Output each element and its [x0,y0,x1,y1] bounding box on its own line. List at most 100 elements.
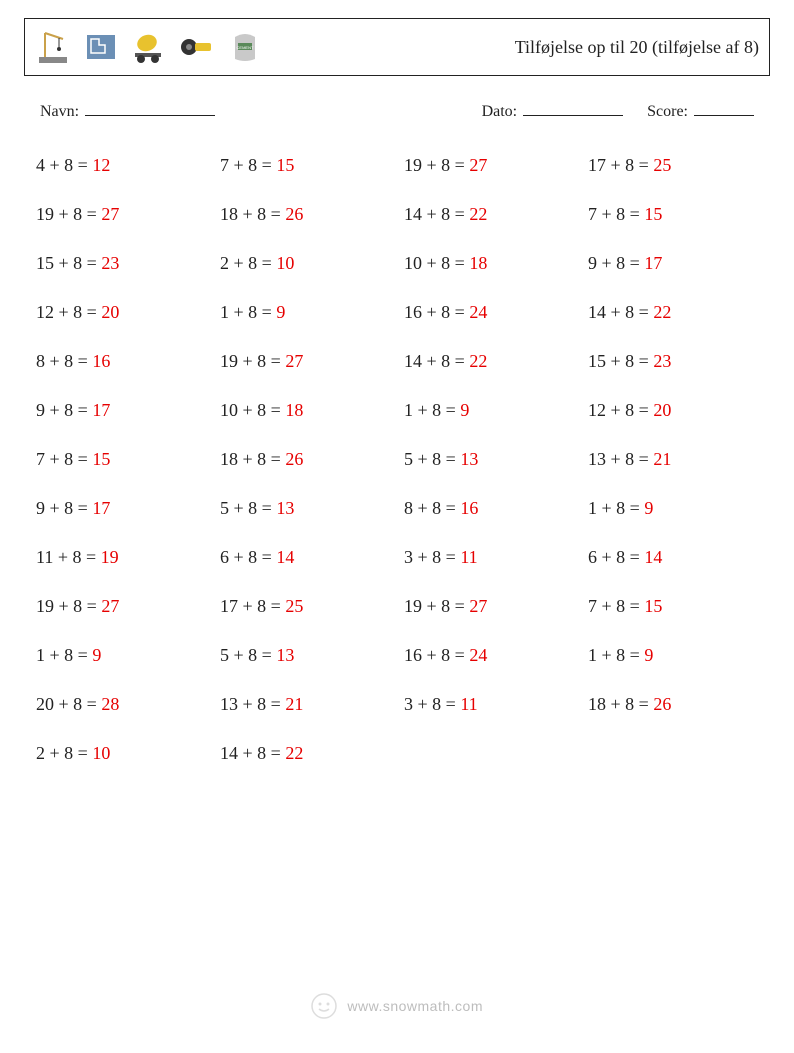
problem-cell: 12 + 8 = 20 [588,386,766,435]
score-label: Score: [647,103,688,121]
problem-answer: 11 [460,547,477,567]
problem-expression: 10 + 8 = [220,400,285,420]
problem-answer: 15 [276,155,294,175]
footer-text: www.snowmath.com [347,998,483,1014]
problem-cell: 7 + 8 = 15 [36,435,214,484]
problem-answer: 21 [285,694,303,714]
problem-expression: 3 + 8 = [404,694,460,714]
problem-expression: 9 + 8 = [588,253,644,273]
problem-answer: 20 [653,400,671,420]
problems-grid: 4 + 8 = 127 + 8 = 1519 + 8 = 2717 + 8 = … [36,141,766,778]
problem-cell: 6 + 8 = 14 [588,533,766,582]
problem-expression: 7 + 8 = [588,596,644,616]
problem-cell: 19 + 8 = 27 [220,337,398,386]
problem-answer: 23 [101,253,119,273]
problem-expression: 19 + 8 = [36,596,101,616]
problem-expression: 17 + 8 = [220,596,285,616]
date-label: Dato: [482,103,518,121]
problem-expression: 14 + 8 = [404,351,469,371]
problem-expression: 17 + 8 = [588,155,653,175]
problem-answer: 22 [469,351,487,371]
problem-cell: 16 + 8 = 24 [404,631,582,680]
problem-expression: 13 + 8 = [220,694,285,714]
problem-cell: 1 + 8 = 9 [588,484,766,533]
problem-cell: 14 + 8 = 22 [404,337,582,386]
problem-cell: 3 + 8 = 11 [404,533,582,582]
problem-expression: 1 + 8 = [404,400,460,420]
problem-cell: 6 + 8 = 14 [220,533,398,582]
problem-expression: 16 + 8 = [404,302,469,322]
meta-row: Navn: Dato: Score: [40,102,754,121]
footer-logo-icon [311,993,337,1019]
problem-expression: 12 + 8 = [588,400,653,420]
problem-answer: 15 [644,596,662,616]
problem-cell: 18 + 8 = 26 [220,190,398,239]
name-blank [85,102,215,116]
problem-expression: 19 + 8 = [36,204,101,224]
problem-cell: 11 + 8 = 19 [36,533,214,582]
problem-expression: 16 + 8 = [404,645,469,665]
problem-answer: 26 [285,449,303,469]
problem-answer: 26 [653,694,671,714]
problem-cell: 19 + 8 = 27 [404,141,582,190]
problem-cell: 13 + 8 = 21 [588,435,766,484]
problem-cell: 1 + 8 = 9 [588,631,766,680]
problem-cell: 1 + 8 = 9 [36,631,214,680]
problem-expression: 5 + 8 = [220,498,276,518]
problem-expression: 18 + 8 = [220,204,285,224]
problem-expression: 15 + 8 = [36,253,101,273]
problem-cell: 12 + 8 = 20 [36,288,214,337]
problem-expression: 15 + 8 = [588,351,653,371]
problem-expression: 7 + 8 = [220,155,276,175]
crane-icon [35,29,71,65]
problem-answer: 12 [92,155,110,175]
problem-cell: 10 + 8 = 18 [404,239,582,288]
problem-cell: 9 + 8 = 17 [36,386,214,435]
problem-expression: 5 + 8 = [220,645,276,665]
problem-answer: 18 [469,253,487,273]
problem-expression: 19 + 8 = [220,351,285,371]
problem-cell: 15 + 8 = 23 [36,239,214,288]
problem-cell: 7 + 8 = 15 [588,582,766,631]
problem-answer: 16 [92,351,110,371]
name-label: Navn: [40,103,79,121]
problem-expression: 13 + 8 = [588,449,653,469]
problem-answer: 27 [469,155,487,175]
problem-cell: 2 + 8 = 10 [36,729,214,778]
problem-answer: 21 [653,449,671,469]
problem-answer: 27 [101,596,119,616]
problem-expression: 14 + 8 = [404,204,469,224]
problem-expression: 9 + 8 = [36,498,92,518]
problem-answer: 25 [285,596,303,616]
grinder-icon [179,29,215,65]
problem-cell: 7 + 8 = 15 [588,190,766,239]
problem-expression: 7 + 8 = [36,449,92,469]
problem-expression: 4 + 8 = [36,155,92,175]
problem-answer: 16 [460,498,478,518]
problem-expression: 14 + 8 = [220,743,285,763]
problem-answer: 13 [460,449,478,469]
problem-cell: 15 + 8 = 23 [588,337,766,386]
problem-answer: 26 [285,204,303,224]
problem-answer: 9 [276,302,285,322]
problem-answer: 20 [101,302,119,322]
problem-cell: 8 + 8 = 16 [404,484,582,533]
problem-answer: 25 [653,155,671,175]
problem-expression: 11 + 8 = [36,547,101,567]
problem-expression: 19 + 8 = [404,155,469,175]
problem-answer: 27 [285,351,303,371]
problem-answer: 9 [644,645,653,665]
problem-answer: 28 [101,694,119,714]
problem-cell: 19 + 8 = 27 [36,190,214,239]
problem-cell: 19 + 8 = 27 [404,582,582,631]
problem-expression: 2 + 8 = [36,743,92,763]
problem-cell: 17 + 8 = 25 [588,141,766,190]
problem-answer: 17 [644,253,662,273]
problem-cell: 4 + 8 = 12 [36,141,214,190]
problem-cell: 14 + 8 = 22 [588,288,766,337]
problem-answer: 17 [92,400,110,420]
problem-expression: 6 + 8 = [588,547,644,567]
problem-answer: 11 [460,694,477,714]
problem-cell: 7 + 8 = 15 [220,141,398,190]
problem-answer: 22 [469,204,487,224]
